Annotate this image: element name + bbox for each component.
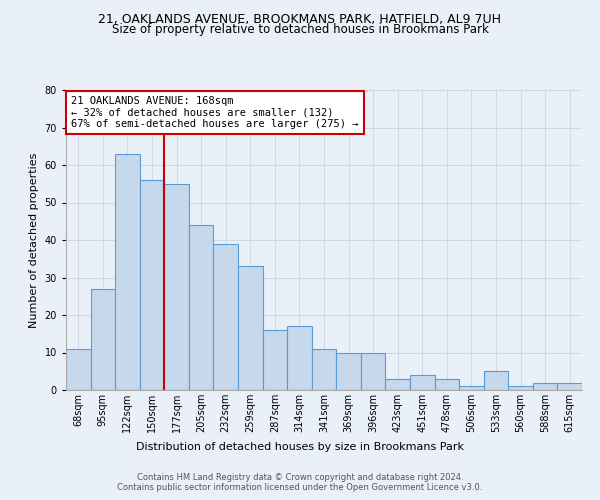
Bar <box>508 386 533 390</box>
Bar <box>533 382 557 390</box>
Bar <box>385 379 410 390</box>
Bar <box>434 379 459 390</box>
Bar <box>459 386 484 390</box>
Bar <box>238 266 263 390</box>
Text: Distribution of detached houses by size in Brookmans Park: Distribution of detached houses by size … <box>136 442 464 452</box>
Bar <box>410 375 434 390</box>
Bar <box>361 352 385 390</box>
Bar <box>557 382 582 390</box>
Y-axis label: Number of detached properties: Number of detached properties <box>29 152 39 328</box>
Bar <box>115 154 140 390</box>
Bar <box>66 349 91 390</box>
Text: Contains public sector information licensed under the Open Government Licence v3: Contains public sector information licen… <box>118 484 482 492</box>
Text: 21 OAKLANDS AVENUE: 168sqm
← 32% of detached houses are smaller (132)
67% of sem: 21 OAKLANDS AVENUE: 168sqm ← 32% of deta… <box>71 96 359 129</box>
Text: 21, OAKLANDS AVENUE, BROOKMANS PARK, HATFIELD, AL9 7UH: 21, OAKLANDS AVENUE, BROOKMANS PARK, HAT… <box>98 12 502 26</box>
Bar <box>91 289 115 390</box>
Bar <box>263 330 287 390</box>
Text: Size of property relative to detached houses in Brookmans Park: Size of property relative to detached ho… <box>112 22 488 36</box>
Bar <box>484 371 508 390</box>
Text: Contains HM Land Registry data © Crown copyright and database right 2024.: Contains HM Land Registry data © Crown c… <box>137 472 463 482</box>
Bar <box>287 326 312 390</box>
Bar <box>189 225 214 390</box>
Bar <box>336 352 361 390</box>
Bar <box>140 180 164 390</box>
Bar <box>164 184 189 390</box>
Bar <box>312 349 336 390</box>
Bar <box>214 244 238 390</box>
